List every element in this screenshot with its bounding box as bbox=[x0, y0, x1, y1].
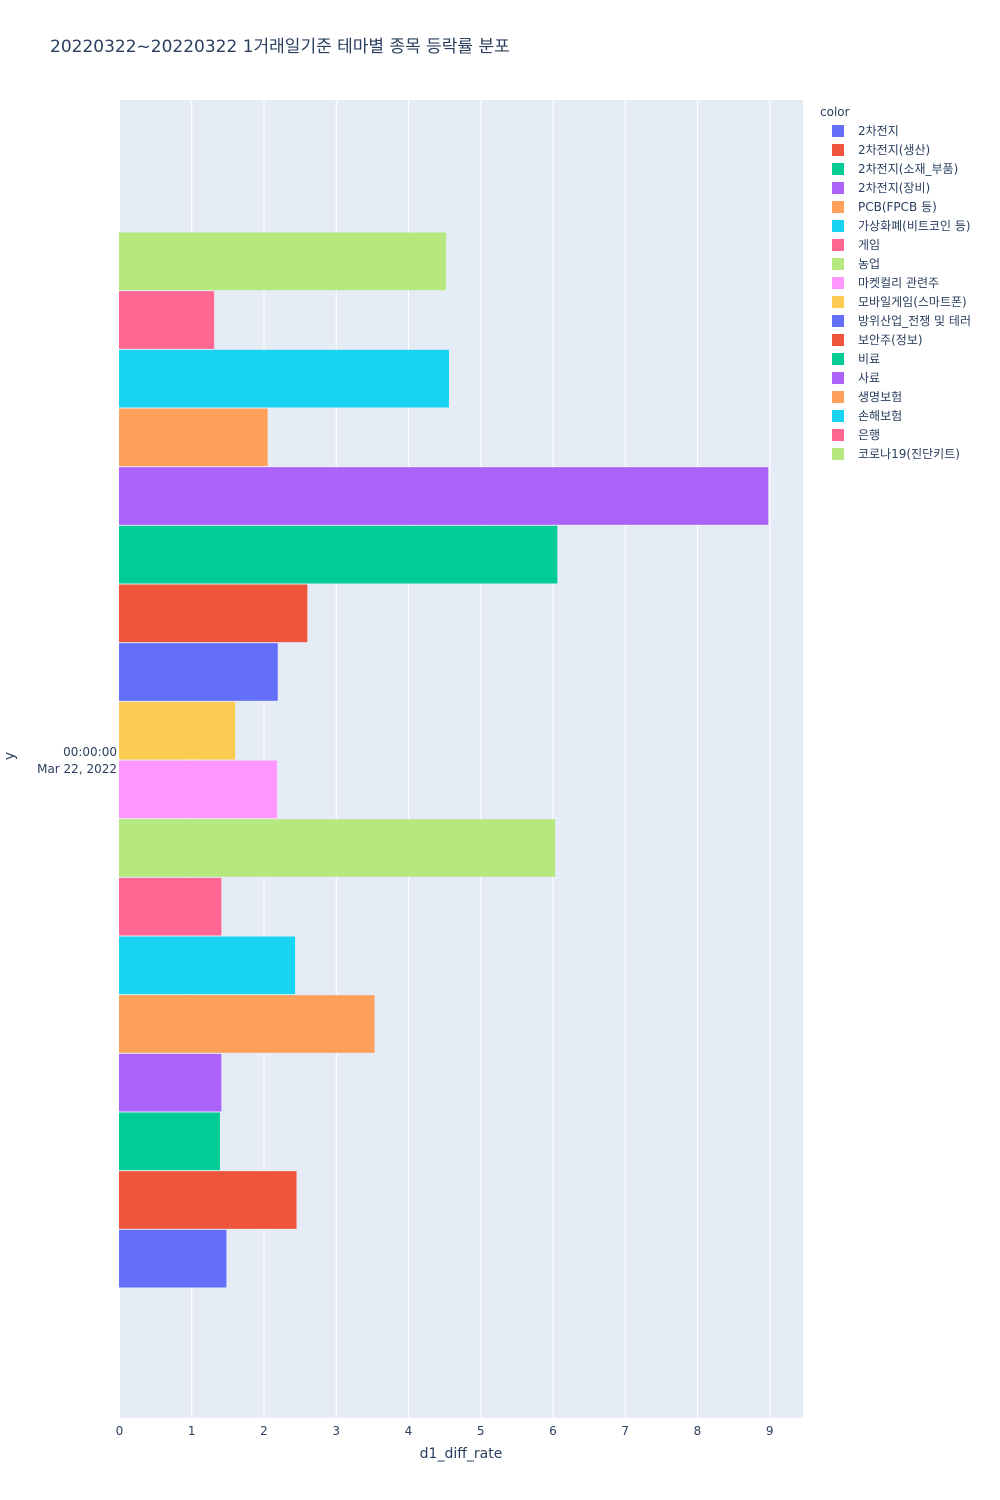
legend-swatch bbox=[832, 219, 844, 232]
legend-label: 손해보험 bbox=[858, 409, 903, 423]
x-tick-label: 5 bbox=[477, 1424, 485, 1438]
legend-swatch bbox=[832, 200, 844, 213]
legend-label: 2차전지(장비) bbox=[858, 181, 931, 195]
x-tick-label: 1 bbox=[188, 1424, 196, 1438]
bar-series-12[interactable] bbox=[119, 525, 558, 584]
bar-series-8[interactable] bbox=[119, 760, 278, 819]
legend-label: 방위산업_전쟁 및 테러 bbox=[858, 314, 971, 328]
bar-series-9[interactable] bbox=[119, 701, 236, 760]
legend-swatch bbox=[832, 314, 844, 327]
bar-series-10[interactable] bbox=[119, 643, 278, 701]
legend-swatch bbox=[832, 238, 844, 251]
legend-label: 농업 bbox=[858, 257, 881, 271]
bar-series-13[interactable] bbox=[119, 467, 769, 525]
x-tick-label: 9 bbox=[766, 1424, 774, 1438]
legend-swatch bbox=[832, 352, 844, 365]
legend-label: 생명보험 bbox=[858, 390, 903, 404]
legend-swatch bbox=[832, 409, 844, 422]
bar-series-0[interactable] bbox=[119, 1229, 227, 1288]
x-tick-label: 0 bbox=[116, 1424, 124, 1438]
legend-label: 코로나19(진단키트) bbox=[858, 447, 960, 461]
bar-series-15[interactable] bbox=[119, 349, 449, 408]
bar-series-16[interactable] bbox=[119, 291, 215, 349]
legend-title: color bbox=[820, 105, 850, 119]
legend-swatch bbox=[832, 295, 844, 308]
legend-item[interactable]: 2차전지(소재_부품) bbox=[820, 159, 998, 178]
y-tick-time: 00:00:00 bbox=[63, 745, 117, 759]
bar-series-1[interactable] bbox=[119, 1171, 297, 1229]
legend-item[interactable]: PCB(FPCB 등) bbox=[820, 197, 998, 216]
x-axis-ticks: 0 1 2 3 4 5 6 7 8 9 bbox=[116, 1424, 774, 1438]
legend-item[interactable]: 모바일게임(스마트폰) bbox=[820, 292, 998, 311]
x-tick-label: 8 bbox=[694, 1424, 702, 1438]
legend-label: 게임 bbox=[858, 238, 881, 252]
x-tick-label: 2 bbox=[260, 1424, 268, 1438]
bar-series-4[interactable] bbox=[119, 995, 375, 1053]
legend-swatch bbox=[832, 371, 844, 384]
bar-series-6[interactable] bbox=[119, 877, 222, 936]
y-tick-date: Mar 22, 2022 bbox=[37, 762, 117, 776]
legend-swatch bbox=[832, 257, 844, 270]
x-tick-label: 3 bbox=[332, 1424, 340, 1438]
bar-series-14[interactable] bbox=[119, 408, 268, 467]
legend-item[interactable]: 농업 bbox=[820, 254, 998, 273]
x-tick-label: 7 bbox=[621, 1424, 629, 1438]
bar-series-5[interactable] bbox=[119, 936, 296, 995]
legend-swatch bbox=[832, 181, 844, 194]
legend-swatch bbox=[832, 390, 844, 403]
bar-series-3[interactable] bbox=[119, 1053, 222, 1112]
legend-item[interactable]: 은행 bbox=[820, 425, 998, 444]
legend-swatch bbox=[832, 447, 844, 460]
legend-label: PCB(FPCB 등) bbox=[858, 200, 937, 214]
legend-item[interactable]: 2차전지 bbox=[820, 121, 998, 140]
legend-label: 사료 bbox=[858, 371, 881, 385]
legend-label: 은행 bbox=[858, 428, 881, 442]
legend-item[interactable]: 보안주(정보) bbox=[820, 330, 998, 349]
legend-label: 2차전지(생산) bbox=[858, 143, 931, 157]
bar-series-2[interactable] bbox=[119, 1112, 220, 1171]
bars bbox=[119, 232, 769, 1288]
legend-item[interactable]: 마켓컬리 관련주 bbox=[820, 273, 998, 292]
bar-series-17[interactable] bbox=[119, 232, 447, 291]
legend-label: 가상화폐(비트코인 등) bbox=[858, 219, 971, 233]
legend-label: 2차전지(소재_부품) bbox=[858, 162, 959, 176]
legend-item[interactable]: 손해보험 bbox=[820, 406, 998, 425]
legend-label: 보안주(정보) bbox=[858, 333, 923, 347]
x-tick-label: 4 bbox=[405, 1424, 413, 1438]
y-axis-label: y bbox=[2, 751, 18, 761]
legend-swatch bbox=[832, 124, 844, 137]
legend-label: 비료 bbox=[858, 352, 881, 366]
legend-item[interactable]: 2차전지(장비) bbox=[820, 178, 998, 197]
legend-swatch bbox=[832, 333, 844, 346]
legend-swatch bbox=[832, 143, 844, 156]
legend-item[interactable]: 방위산업_전쟁 및 테러 bbox=[820, 311, 998, 330]
legend-label: 2차전지 bbox=[858, 124, 899, 138]
legend-item[interactable]: 게임 bbox=[820, 235, 998, 254]
legend-item[interactable]: 2차전지(생산) bbox=[820, 140, 998, 159]
legend-label: 모바일게임(스마트폰) bbox=[858, 295, 967, 309]
legend-swatch bbox=[832, 276, 844, 289]
legend-swatch bbox=[832, 428, 844, 441]
x-tick-label: 6 bbox=[549, 1424, 557, 1438]
bar-series-7[interactable] bbox=[119, 819, 556, 877]
legend-item[interactable]: 가상화폐(비트코인 등) bbox=[820, 216, 998, 235]
legend-item[interactable]: 사료 bbox=[820, 368, 998, 387]
legend-swatch bbox=[832, 162, 844, 175]
x-axis-label: d1_diff_rate bbox=[419, 1446, 503, 1462]
legend-item[interactable]: 코로나19(진단키트) bbox=[820, 444, 998, 463]
chart-title: 20220322~20220322 1거래일기준 테마별 종목 등락률 분포 bbox=[50, 37, 510, 57]
legend: color 2차전지 2차전지(생산) 2차전지(소재_부품) 2차전지(장비) PCB… bbox=[820, 104, 998, 463]
legend-item[interactable]: 비료 bbox=[820, 349, 998, 368]
legend-label: 마켓컬리 관련주 bbox=[858, 276, 940, 290]
legend-item[interactable]: 생명보험 bbox=[820, 387, 998, 406]
bar-series-11[interactable] bbox=[119, 584, 308, 643]
